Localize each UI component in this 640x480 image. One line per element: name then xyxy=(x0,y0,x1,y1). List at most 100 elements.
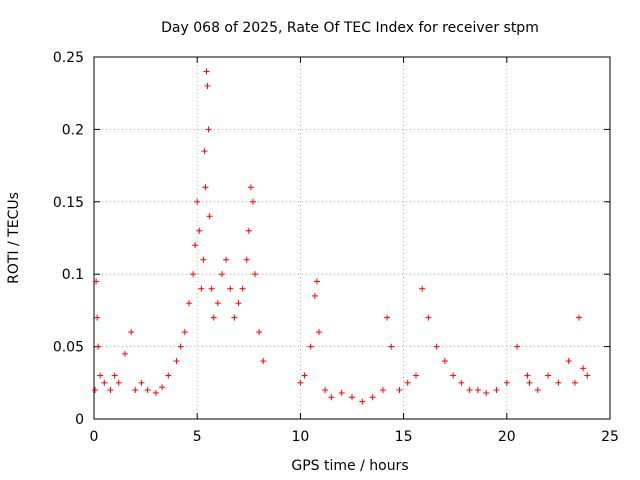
data-point xyxy=(450,372,457,379)
data-point xyxy=(243,256,250,263)
x-tick-label: 10 xyxy=(291,429,309,445)
x-tick-label: 25 xyxy=(601,429,619,445)
x-tick-label: 5 xyxy=(193,429,202,445)
data-point xyxy=(396,387,403,394)
data-point xyxy=(514,343,521,350)
data-point xyxy=(97,372,104,379)
data-point xyxy=(580,365,587,372)
data-point xyxy=(388,343,395,350)
x-tick-label: 20 xyxy=(498,429,516,445)
data-point xyxy=(526,379,533,386)
data-point xyxy=(206,213,213,220)
data-point xyxy=(177,343,184,350)
data-point xyxy=(249,198,256,205)
data-point xyxy=(313,278,320,285)
axis-ticks: 0 5 10 15 20 25 0 0.05 0.1 0.15 0.2 0.25 xyxy=(53,50,619,445)
data-point xyxy=(412,372,419,379)
y-tick-label: 0 xyxy=(75,412,84,428)
data-point xyxy=(338,389,345,396)
data-point xyxy=(93,278,100,285)
x-tick-label: 15 xyxy=(395,429,413,445)
data-point xyxy=(173,358,180,365)
data-point xyxy=(94,314,101,321)
data-point xyxy=(205,126,212,133)
data-point xyxy=(198,285,205,292)
data-point xyxy=(194,198,201,205)
data-point xyxy=(349,394,355,401)
data-point xyxy=(571,379,578,386)
data-point xyxy=(165,372,172,379)
data-point xyxy=(138,379,145,386)
data-point xyxy=(128,329,135,336)
data-point xyxy=(92,387,99,394)
data-point xyxy=(474,387,481,394)
data-point xyxy=(111,372,118,379)
data-point xyxy=(247,184,254,191)
data-point xyxy=(419,285,426,292)
data-point xyxy=(307,343,314,350)
data-point xyxy=(493,387,500,394)
data-point xyxy=(297,379,304,386)
data-point xyxy=(115,379,122,386)
data-point xyxy=(101,379,108,386)
data-point xyxy=(328,394,335,401)
y-tick-label: 0.15 xyxy=(53,195,84,211)
y-tick-label: 0.2 xyxy=(62,122,84,138)
data-point xyxy=(311,292,318,299)
data-point xyxy=(235,300,242,307)
data-point xyxy=(315,329,322,336)
grid-lines xyxy=(94,57,610,419)
data-point xyxy=(202,184,209,191)
data-point xyxy=(214,300,221,307)
y-tick-label: 0.25 xyxy=(53,50,84,66)
data-point xyxy=(384,314,391,321)
data-point xyxy=(201,148,208,155)
data-point xyxy=(256,329,263,336)
data-point xyxy=(132,387,139,394)
data-point xyxy=(404,379,411,386)
data-point xyxy=(301,372,308,379)
data-point xyxy=(152,389,159,396)
data-point xyxy=(524,372,531,379)
data-point xyxy=(425,314,432,321)
data-point xyxy=(185,300,192,307)
data-point xyxy=(208,285,215,292)
data-point xyxy=(239,285,246,292)
chart-title: Day 068 of 2025, Rate Of TEC Index for r… xyxy=(161,20,539,36)
data-point xyxy=(203,68,210,75)
data-point xyxy=(181,329,188,336)
data-point xyxy=(245,227,252,234)
data-point xyxy=(322,387,329,394)
data-point xyxy=(210,314,217,321)
data-point xyxy=(466,387,473,394)
data-point xyxy=(260,358,267,365)
data-point xyxy=(565,358,572,365)
y-axis-title: ROTI / TECUs xyxy=(6,192,22,284)
data-point xyxy=(359,398,366,405)
data-point xyxy=(369,394,376,401)
y-tick-label: 0.05 xyxy=(53,340,84,356)
x-axis-title: GPS time / hours xyxy=(291,458,408,474)
data-point xyxy=(204,82,211,89)
data-point xyxy=(196,227,203,234)
data-point xyxy=(584,372,591,379)
data-point xyxy=(190,271,197,278)
data-point xyxy=(483,389,490,396)
data-point xyxy=(144,387,151,394)
data-points xyxy=(92,68,591,405)
data-point xyxy=(545,372,552,379)
data-point xyxy=(379,387,386,394)
plot-frame xyxy=(93,56,611,420)
x-tick-label: 0 xyxy=(90,429,99,445)
data-point xyxy=(121,350,128,357)
y-tick-label: 0.1 xyxy=(62,267,84,283)
data-point xyxy=(503,379,510,386)
data-point xyxy=(227,285,234,292)
data-point xyxy=(231,314,238,321)
data-point xyxy=(534,387,541,394)
data-point xyxy=(200,256,207,263)
data-point xyxy=(159,384,166,391)
data-point xyxy=(576,314,583,321)
data-point xyxy=(458,379,465,386)
